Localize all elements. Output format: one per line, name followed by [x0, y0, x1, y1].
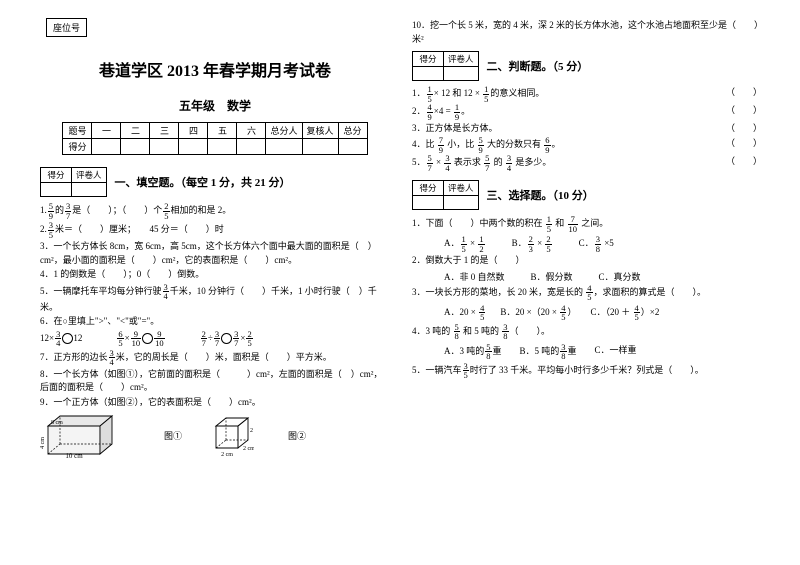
th: 二 [121, 123, 150, 139]
sb-c1: 得分 [41, 168, 72, 183]
right-column: 10．挖一个长 5 米，宽的 4 米，深 2 米的长方体水池，这个水池占地面积至… [412, 18, 762, 458]
q7: 7．正方形的边长34米，它的周长是（ ）米，面积是（ ）平方米。 [40, 349, 390, 367]
exam-subtitle: 五年级 数学 [40, 97, 390, 114]
j1: 1．15× 12 和 12 × 15的意义相同。 （ ） [412, 85, 762, 103]
q10: 10．挖一个长 5 米，宽的 4 米，深 2 米的长方体水池，这个水池占地面积至… [412, 19, 762, 46]
th: 四 [179, 123, 208, 139]
score-box-3: 得分评卷人 [412, 180, 479, 210]
th: 总分人 [266, 123, 302, 139]
seat-number-box: 座位号 [46, 18, 87, 37]
cube-icon: 2 cm 2 cm 2 cm [210, 412, 254, 458]
q8: 8．一个长方体（如图①），它前面的面积是（ ）cm²，左面的面积是（ ）cm²，… [40, 368, 390, 395]
q4: 4．1 的倒数是（ ）；0（ ）倒数。 [40, 268, 390, 282]
th: 一 [92, 123, 121, 139]
c3: 3．一块长方形的菜地，长 20 米，宽是长的 45，求面积的算式是（ ）。 [412, 284, 762, 302]
q3: 3．一个长方体长 8cm，宽 6cm，高 5cm，这个长方体六个面中最大面的面积… [40, 240, 390, 267]
th: 六 [237, 123, 266, 139]
q1: 1.59的37是（ ）；（ ）个25相加的和是 2。 [40, 202, 390, 220]
left-column: 座位号 巷道学区 2013 年春学期月考试卷 五年级 数学 题号 一 二 三 四… [40, 18, 390, 458]
c4: 4．3 吨的 58 和 5 吨的 38（ ）。 [412, 323, 762, 341]
cuboid-icon: 4 cm 8 cm 10 cm [40, 412, 130, 458]
th: 五 [208, 123, 237, 139]
td: 得分 [63, 139, 92, 155]
svg-text:4 cm: 4 cm [40, 437, 46, 449]
section-3-title: 三、选择题。（10 分） [487, 187, 594, 203]
c5: 5．一辆汽车35时行了 33 千米。平均每小时行多少千米？列式是（ ）。 [412, 362, 762, 380]
exam-title: 巷道学区 2013 年春学期月考试卷 [40, 57, 390, 81]
th: 三 [150, 123, 179, 139]
svg-text:2 cm: 2 cm [221, 452, 233, 458]
th: 复核人 [302, 123, 338, 139]
svg-text:2 cm: 2 cm [250, 428, 254, 434]
c3-opts: A．20 × 45 B．20 ×（20 × 45） C．（20 ＋ 45）×2 [444, 304, 762, 322]
main-score-table: 题号 一 二 三 四 五 六 总分人 复核人 总分 得分 [62, 122, 367, 155]
c4-opts: A．3 吨的58重 B．5 吨的38重 C．一样重 [444, 343, 762, 361]
q2: 2.35米＝（ ）厘米； 45 分＝（ ）时 [40, 221, 390, 239]
section-1-title: 一、填空题。（每空 1 分，共 21 分） [115, 174, 291, 190]
score-box-2: 得分评卷人 [412, 51, 479, 81]
svg-text:2 cm: 2 cm [243, 446, 254, 452]
q9: 9．一个正方体（如图②），它的表面积是（ ）cm²。 [40, 396, 390, 410]
th: 总分 [338, 123, 367, 139]
fig1-label: 图① [164, 429, 182, 442]
section-2-title: 二、判断题。（5 分） [487, 58, 589, 74]
figure-1: 4 cm 8 cm 10 cm [40, 412, 130, 458]
q6-items: 12×3412 65×910910 27÷3737×25 [40, 330, 390, 348]
figure-2: 2 cm 2 cm 2 cm [210, 412, 254, 458]
j4: 4．比 79 小，比 59 大的分数只有 69。 （ ） [412, 136, 762, 154]
q5: 5．一辆摩托车平均每分钟行驶34千米，10 分钟行（ ）千米，1 小时行驶（ ）… [40, 283, 390, 315]
c2-opts: A．非 0 自然数 B．假分数 C．真分数 [444, 270, 762, 283]
th: 题号 [63, 123, 92, 139]
fig2-label: 图② [288, 429, 306, 442]
c1: 1．下面（ ）中两个数的积在 15 和 710 之间。 [412, 215, 762, 233]
sb-c2: 评卷人 [72, 168, 107, 183]
c2: 2．倒数大于 1 的是（ ） [412, 254, 762, 268]
td [92, 139, 121, 155]
score-box-1: 得分评卷人 [40, 167, 107, 197]
svg-text:10 cm: 10 cm [65, 452, 83, 458]
svg-text:8 cm: 8 cm [51, 420, 63, 426]
q6: 6．在○里填上">"、"<"或"="。 [40, 315, 390, 329]
j5: 5．57 × 34 表示求 57 的 34 是多少。 （ ） [412, 154, 762, 172]
j2: 2．49×4 = 19。 （ ） [412, 103, 762, 121]
j3: 3．正方体是长方体。（ ） [412, 121, 762, 136]
c1-opts: A．15 × 12 B．23 × 25 C．38 ×5 [444, 235, 762, 253]
